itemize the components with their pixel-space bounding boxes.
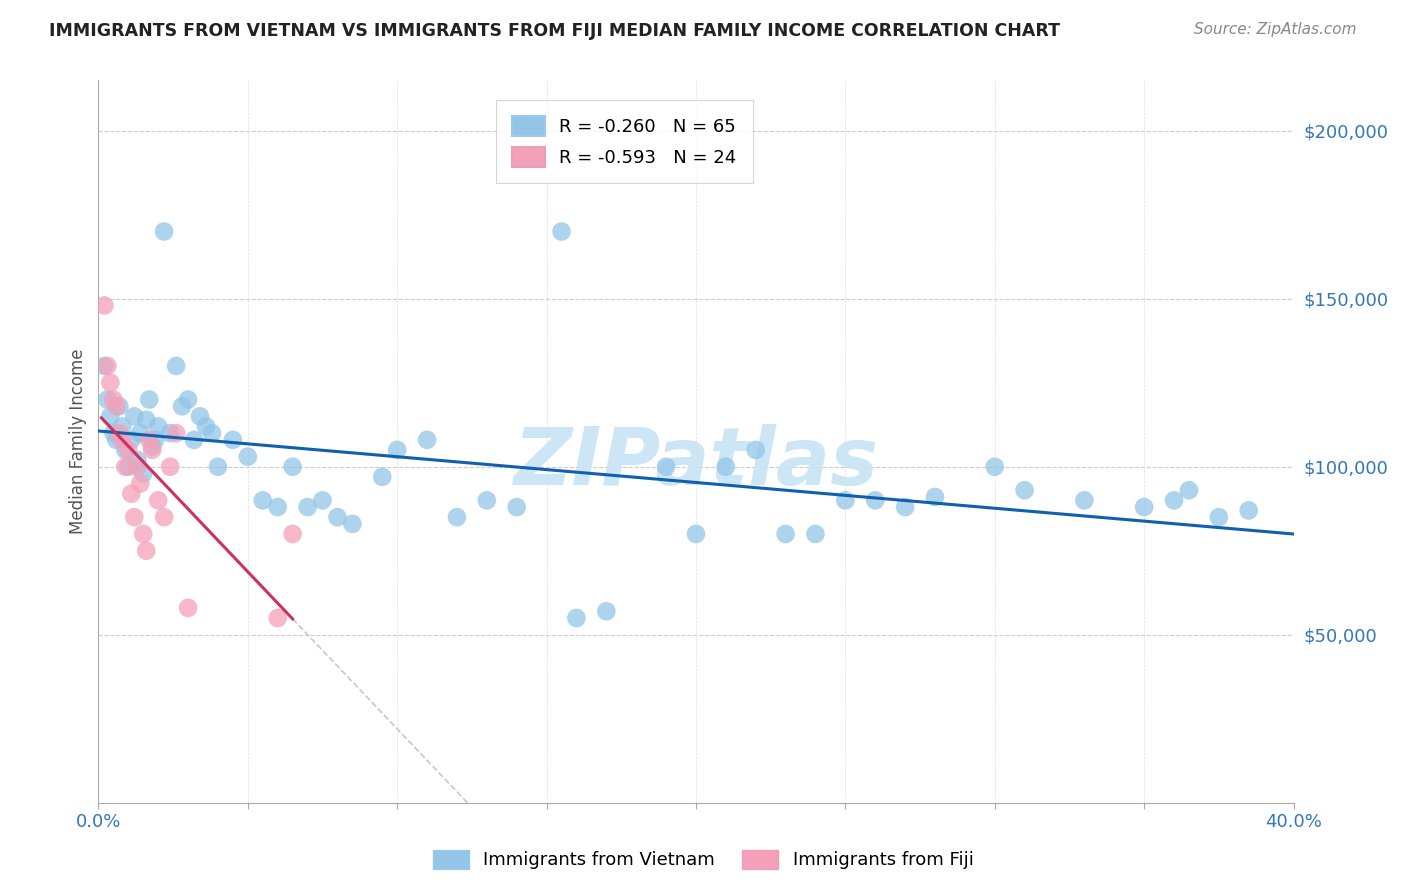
Point	[135, 413, 157, 427]
Point	[252, 493, 274, 508]
Point	[159, 459, 181, 474]
Point	[1237, 503, 1260, 517]
Point	[114, 442, 136, 457]
Point	[177, 600, 200, 615]
Point	[96, 392, 118, 407]
Point	[1073, 493, 1095, 508]
Point	[124, 409, 146, 424]
Point	[111, 419, 134, 434]
Point	[159, 426, 181, 441]
Point	[105, 433, 128, 447]
Point	[195, 419, 218, 434]
Point	[165, 359, 187, 373]
Point	[129, 476, 152, 491]
Point	[98, 409, 122, 424]
Point	[775, 527, 797, 541]
Point	[595, 604, 617, 618]
Y-axis label: Median Family Income: Median Family Income	[69, 349, 87, 534]
Point	[135, 543, 157, 558]
Point	[153, 510, 176, 524]
Point	[172, 399, 194, 413]
Point	[117, 442, 139, 457]
Point	[93, 359, 115, 373]
Point	[93, 298, 115, 312]
Point	[165, 426, 187, 441]
Point	[127, 459, 149, 474]
Point	[1014, 483, 1036, 498]
Point	[924, 490, 946, 504]
Point	[222, 433, 245, 447]
Point	[804, 527, 827, 541]
Point	[138, 433, 160, 447]
Point	[127, 453, 149, 467]
Point	[201, 426, 224, 441]
Point	[103, 392, 125, 407]
Point	[267, 500, 290, 514]
Point	[326, 510, 349, 524]
Point	[188, 409, 211, 424]
Point	[108, 399, 131, 413]
Point	[416, 433, 439, 447]
Point	[148, 493, 170, 508]
Text: IMMIGRANTS FROM VIETNAM VS IMMIGRANTS FROM FIJI MEDIAN FAMILY INCOME CORRELATION: IMMIGRANTS FROM VIETNAM VS IMMIGRANTS FR…	[49, 22, 1060, 40]
Point	[1178, 483, 1201, 498]
Point	[108, 426, 131, 441]
Point	[1163, 493, 1185, 508]
Point	[834, 493, 856, 508]
Point	[143, 433, 166, 447]
Point	[865, 493, 887, 508]
Point	[550, 225, 572, 239]
Point	[745, 442, 768, 457]
Point	[132, 467, 155, 481]
Point	[103, 426, 125, 441]
Point	[894, 500, 917, 514]
Point	[117, 459, 139, 474]
Text: ZIPatlas: ZIPatlas	[513, 425, 879, 502]
Point	[138, 392, 160, 407]
Point	[105, 399, 128, 413]
Point	[267, 611, 290, 625]
Point	[120, 486, 142, 500]
Point	[207, 459, 229, 474]
Point	[129, 426, 152, 441]
Point	[475, 493, 498, 508]
Point	[183, 433, 205, 447]
Point	[281, 459, 304, 474]
Point	[714, 459, 737, 474]
Legend: R = -0.260   N = 65, R = -0.593   N = 24: R = -0.260 N = 65, R = -0.593 N = 24	[496, 100, 752, 183]
Point	[506, 500, 529, 514]
Point	[124, 510, 146, 524]
Point	[120, 433, 142, 447]
Point	[685, 527, 707, 541]
Point	[311, 493, 333, 508]
Point	[385, 442, 409, 457]
Point	[371, 470, 394, 484]
Point	[148, 419, 170, 434]
Point	[342, 516, 364, 531]
Point	[141, 442, 163, 457]
Point	[153, 225, 176, 239]
Legend: Immigrants from Vietnam, Immigrants from Fiji: Immigrants from Vietnam, Immigrants from…	[423, 841, 983, 879]
Point	[236, 450, 259, 464]
Point	[984, 459, 1007, 474]
Point	[446, 510, 468, 524]
Point	[281, 527, 304, 541]
Point	[141, 440, 163, 454]
Point	[655, 459, 678, 474]
Point	[98, 376, 122, 390]
Point	[96, 359, 118, 373]
Text: Source: ZipAtlas.com: Source: ZipAtlas.com	[1194, 22, 1357, 37]
Point	[132, 527, 155, 541]
Point	[565, 611, 588, 625]
Point	[111, 433, 134, 447]
Point	[114, 459, 136, 474]
Point	[1208, 510, 1230, 524]
Point	[177, 392, 200, 407]
Point	[297, 500, 319, 514]
Point	[1133, 500, 1156, 514]
